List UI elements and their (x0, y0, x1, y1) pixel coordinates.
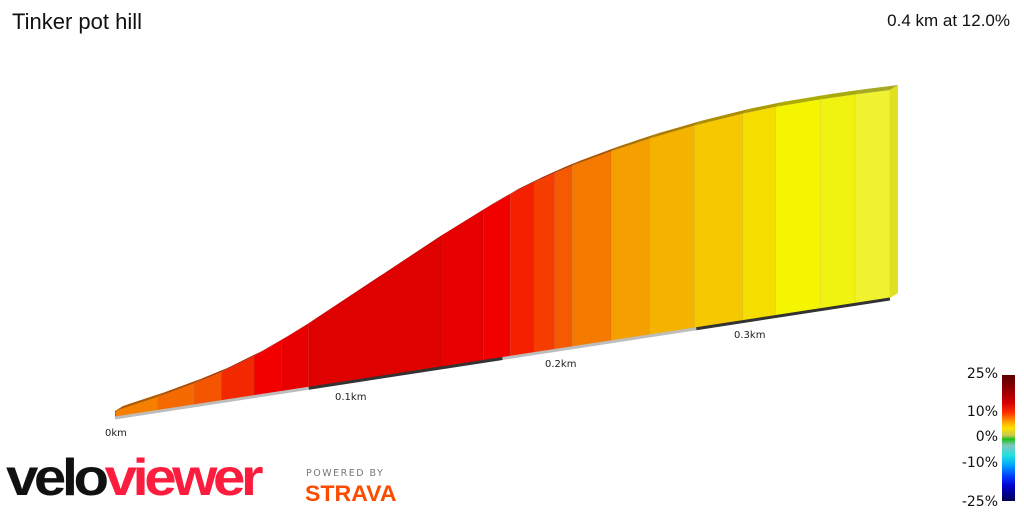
x-tick-0.1km: 0.1km (335, 392, 366, 403)
profile-segment-top (649, 120, 703, 139)
profile-segment[interactable] (571, 150, 612, 348)
profile-segment-top (742, 101, 784, 114)
profile-segment[interactable] (649, 125, 695, 336)
x-tick-0km: 0km (105, 428, 127, 439)
profile-segment[interactable] (509, 182, 534, 357)
profile-segment[interactable] (440, 209, 484, 368)
x-tick-0.2km: 0.2km (545, 359, 576, 370)
profile-segment[interactable] (308, 235, 441, 388)
powered-by-label: POWERED BY (306, 468, 385, 479)
veloviewer-logo: veloviewer (6, 449, 264, 507)
segment-title: Tinker pot hill (12, 9, 143, 34)
distance-axis-band (114, 386, 309, 420)
legend-tick-25: 25% (966, 366, 998, 382)
profile-segment[interactable] (610, 138, 651, 342)
profile-segment-top (533, 167, 563, 183)
gradient-color-bar (1002, 375, 1015, 501)
legend-tick-neg25: -25% (961, 494, 998, 510)
profile-segment[interactable] (554, 165, 573, 350)
profile-segments (114, 85, 898, 418)
profile-segment[interactable] (742, 106, 776, 321)
profile-segment[interactable] (819, 93, 856, 310)
profile-segment[interactable] (482, 193, 511, 361)
profile-segment-top (483, 189, 519, 210)
profile-segment-top (775, 94, 829, 107)
profile-segment-top (115, 391, 166, 411)
gradient-legend: 25% 10% 0% -10% -25% (940, 366, 1024, 512)
profile-segment[interactable] (281, 322, 310, 392)
profile-end-face (890, 85, 898, 298)
logo-viewer: viewer (104, 449, 264, 507)
profile-segment-top (254, 335, 290, 356)
profile-segment-top (157, 378, 203, 397)
profile-segment[interactable] (775, 99, 821, 316)
profile-segment[interactable] (694, 113, 744, 329)
profile-segment-top (440, 204, 492, 237)
profile-segment-top (281, 318, 317, 341)
legend-tick-neg10: -10% (961, 455, 998, 471)
distance-axis (114, 297, 891, 420)
profile-segment[interactable] (854, 89, 891, 304)
profile-segment-top (554, 160, 581, 173)
legend-tick-10: 10% (966, 404, 998, 420)
profile-segment-top (572, 146, 619, 166)
profile-segment-top (820, 89, 864, 100)
profile-segment-top (611, 133, 658, 152)
profile-segment-top (308, 231, 449, 324)
distance-axis-band (696, 297, 891, 331)
profile-segment[interactable] (221, 355, 255, 401)
profile-segment-top (694, 108, 751, 126)
x-tick-0.3km: 0.3km (734, 330, 765, 341)
profile-segment-top (510, 177, 542, 195)
strava-logo: STRAVA (305, 481, 397, 506)
profile-segment-top (194, 367, 230, 384)
profile-segment[interactable] (254, 339, 282, 396)
distance-axis-band (502, 327, 697, 360)
profile-segment-top (855, 85, 898, 95)
profile-segment-top (221, 350, 263, 373)
profile-segment[interactable] (533, 172, 556, 354)
legend-tick-0: 0% (975, 429, 998, 445)
segment-summary: 0.4 km at 12.0% (887, 11, 1010, 30)
logo-velo: velo (6, 449, 109, 507)
distance-axis-band (308, 357, 503, 390)
